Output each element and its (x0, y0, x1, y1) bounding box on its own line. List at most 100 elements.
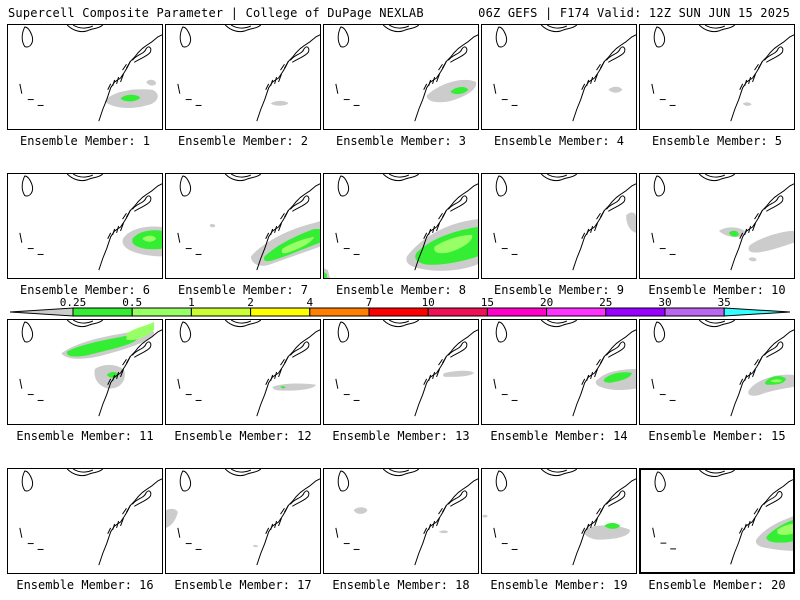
coastline (19, 174, 162, 271)
ensemble-member-label: Ensemble Member: 15 (648, 429, 786, 443)
ensemble-member-5-map[interactable] (639, 24, 795, 130)
coastline (651, 25, 794, 122)
ensemble-member-label: Ensemble Member: 4 (493, 134, 625, 148)
ensemble-member-3-map[interactable] (323, 24, 479, 130)
coastline (177, 174, 320, 271)
ensemble-member-20-map[interactable] (639, 468, 795, 574)
ensemble-member-15-map[interactable] (639, 319, 795, 425)
coastline (177, 320, 320, 417)
scp-shading-gray (438, 530, 449, 534)
scp-shading-gray (626, 212, 636, 233)
scp-shading-gray (608, 86, 623, 93)
ensemble-member-label: Ensemble Member: 5 (651, 134, 783, 148)
legend-tick-label: 1 (188, 296, 195, 309)
scp-shading-green-dark (603, 372, 633, 383)
scp-shading-green-dark (66, 335, 138, 357)
legend-tick-label: 10 (422, 296, 435, 309)
ensemble-member-label: Ensemble Member: 8 (335, 283, 467, 297)
ensemble-member-label: Ensemble Member: 3 (335, 134, 467, 148)
coastline (335, 469, 478, 566)
ensemble-member-14-map[interactable] (481, 319, 637, 425)
legend-arrow-high (723, 307, 790, 317)
scp-shading-gray (748, 257, 757, 262)
legend-arrow-low (10, 307, 74, 317)
coastline (493, 174, 636, 271)
ensemble-member-17-map[interactable] (165, 468, 321, 574)
scp-shading-green-light (142, 235, 157, 242)
ensemble-member-label: Ensemble Member: 14 (490, 429, 628, 443)
ensemble-member-8-map[interactable] (323, 173, 479, 279)
coastline (19, 25, 162, 122)
legend-color-swatch (546, 307, 607, 317)
scp-shading-green-light (777, 523, 793, 535)
ensemble-member-label: Ensemble Member: 10 (648, 283, 786, 297)
scp-shading-gray (270, 100, 289, 106)
coastline (19, 320, 162, 417)
scp-shading-gray (742, 102, 752, 106)
ensemble-member-label: Ensemble Member: 18 (332, 578, 470, 592)
ensemble-member-label: Ensemble Member: 6 (19, 283, 151, 297)
ensemble-member-label: Ensemble Member: 7 (177, 283, 309, 297)
ensemble-member-10-map[interactable] (639, 173, 795, 279)
coastline (335, 320, 478, 417)
ensemble-member-4-map[interactable] (481, 24, 637, 130)
ensemble-member-18-map[interactable] (323, 468, 479, 574)
scp-shading-green-light (434, 234, 473, 254)
coastline (335, 174, 478, 271)
scp-shading-green-dark (450, 87, 469, 95)
ensemble-member-11-map[interactable] (7, 319, 163, 425)
coastline (335, 25, 478, 122)
coastline (493, 469, 636, 566)
ensemble-member-7-map[interactable] (165, 173, 321, 279)
scp-shading-green-light (770, 379, 783, 383)
scp-shading-gray (252, 544, 258, 548)
scp-shading-gray (146, 79, 157, 86)
legend-color-swatch (664, 307, 725, 317)
color-legend: 0.25 0.5 1 2 4 7 10 15 20 25 30 35 (10, 296, 790, 317)
legend-color-swatch (486, 307, 548, 317)
legend-tick-label: 7 (366, 296, 373, 309)
ensemble-member-1-map[interactable] (7, 24, 163, 130)
scp-shading-green-dark (280, 386, 286, 389)
scp-shading-green-dark (604, 522, 621, 529)
coastline (652, 470, 793, 565)
legend-color-swatch (72, 307, 133, 317)
ensemble-member-label: Ensemble Member: 16 (16, 578, 154, 592)
ensemble-member-2-map[interactable] (165, 24, 321, 130)
ensemble-member-label: Ensemble Member: 9 (493, 283, 625, 297)
legend-color-swatch (427, 307, 488, 317)
legend-color-swatch (131, 307, 192, 317)
legend-color-swatch (605, 307, 666, 317)
legend-tick-label: 35 (718, 296, 731, 309)
scp-shading-gray (482, 514, 488, 518)
scp-shading-gray (748, 230, 794, 253)
scp-shading-gray (584, 525, 631, 540)
scp-shading-gray (272, 383, 317, 391)
coastline (177, 469, 320, 566)
legend-tick-label: 25 (599, 296, 612, 309)
ensemble-member-6-map[interactable] (7, 173, 163, 279)
scp-shading-gray (166, 508, 178, 528)
scp-shading-green-dark (728, 230, 739, 237)
ensemble-member-label: Ensemble Member: 20 (648, 578, 786, 592)
ensemble-member-label: Ensemble Member: 19 (490, 578, 628, 592)
ensemble-member-12-map[interactable] (165, 319, 321, 425)
ensemble-member-label: Ensemble Member: 13 (332, 429, 470, 443)
coastline (493, 320, 636, 417)
legend-tick-label: 20 (540, 296, 553, 309)
coastline (651, 174, 794, 271)
ensemble-member-label: Ensemble Member: 2 (177, 134, 309, 148)
scp-shading-gray (443, 370, 475, 377)
legend-tick-label: 0.25 (60, 296, 87, 309)
ensemble-member-16-map[interactable] (7, 468, 163, 574)
scp-shading-green-dark (120, 94, 141, 102)
legend-tick-label: 4 (306, 296, 313, 309)
legend-color-swatch (368, 307, 429, 317)
scp-shading-green-light (281, 236, 315, 254)
ensemble-member-19-map[interactable] (481, 468, 637, 574)
ensemble-member-9-map[interactable] (481, 173, 637, 279)
scp-shading-green-light (126, 321, 155, 341)
ensemble-member-13-map[interactable] (323, 319, 479, 425)
legend-tick-label: 0.5 (122, 296, 142, 309)
scp-shading-gray (353, 507, 368, 514)
